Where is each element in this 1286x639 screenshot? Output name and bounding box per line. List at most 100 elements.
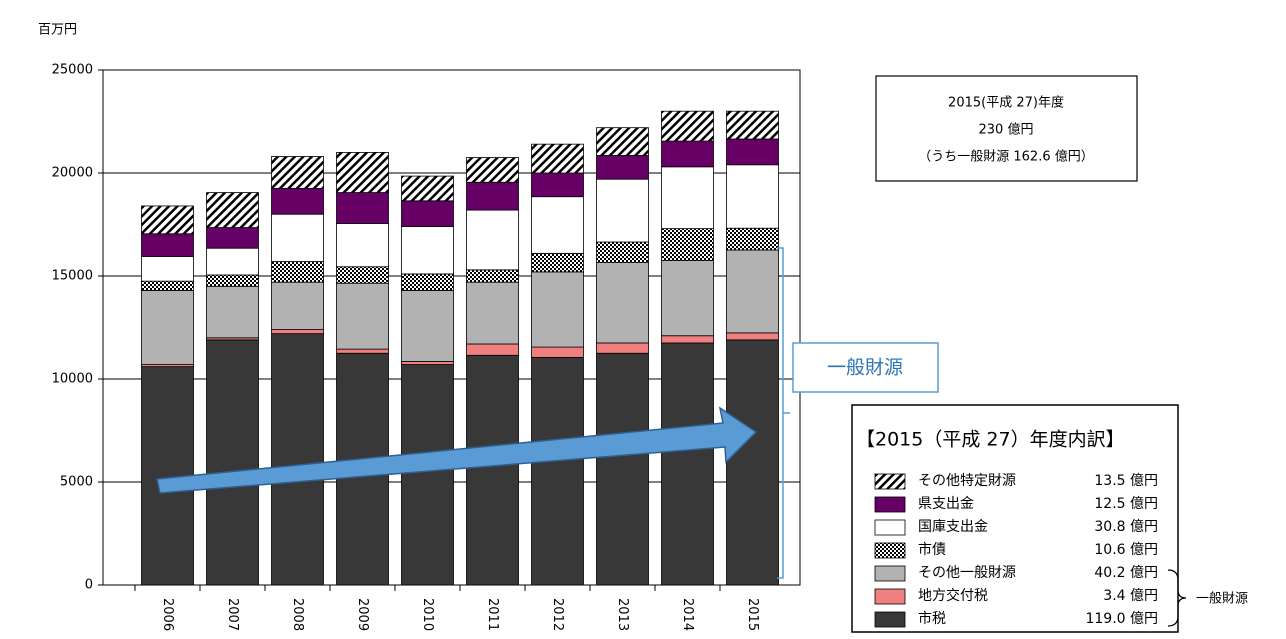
x-tick-label: 2014 (680, 598, 695, 631)
trend-arrow (156, 406, 758, 494)
bar-segment (141, 290, 194, 365)
bar-segment (336, 348, 389, 354)
legend-box (851, 404, 1179, 633)
bar-segment (336, 192, 389, 224)
bar-segment (726, 164, 779, 229)
legend-amount: 30.8 億円 (1094, 519, 1158, 535)
legend-swatch (874, 565, 906, 582)
bar-segment (531, 143, 584, 174)
bar-segment (401, 175, 454, 202)
y-unit: 百万円 (38, 23, 77, 38)
x-tick-label: 2015 (745, 598, 760, 631)
legend-label: 市債 (918, 541, 946, 558)
y-tick-label: 15000 (52, 269, 93, 284)
bracket (777, 247, 790, 579)
x-tick-label: 2013 (615, 598, 630, 631)
bar-segment (466, 281, 519, 345)
bar-segment (336, 223, 389, 268)
legend-swatch (874, 473, 906, 490)
legend-label: 市税 (918, 610, 946, 627)
legend-swatch (874, 588, 906, 605)
bar-segment (596, 342, 649, 354)
bar-segment (336, 266, 389, 284)
bar-segment (661, 335, 714, 344)
bar-segment (271, 333, 324, 586)
x-tick-label: 2010 (420, 598, 435, 631)
bar-segment (596, 241, 649, 264)
x-tick-label: 2006 (160, 598, 175, 631)
y-tick-label: 20000 (52, 166, 93, 181)
bar-segment (206, 227, 259, 249)
bar-segment (466, 354, 519, 586)
bar-segment (401, 273, 454, 291)
legend-amount: 119.0 億円 (1085, 611, 1158, 627)
bar-segment (206, 339, 259, 586)
bar-segment (271, 213, 324, 262)
bar-segment (141, 280, 194, 291)
bar-segment (661, 260, 714, 337)
bar-segment (661, 110, 714, 142)
bar-segment (661, 166, 714, 230)
x-tick-label: 2007 (225, 598, 240, 631)
bar-segment (466, 269, 519, 283)
bar-segment (661, 140, 714, 168)
summary-line: 230 億円 (979, 122, 1034, 138)
legend-amount: 40.2 億円 (1094, 565, 1158, 581)
bar-segment (726, 110, 779, 140)
bar-segment (531, 271, 584, 348)
x-tick-label: 2012 (550, 598, 565, 631)
legend-title: 【2015（平成 27）年度内訳】 (856, 429, 1125, 451)
callout: 一般財源 (827, 357, 903, 379)
y-tick-label: 25000 (52, 63, 93, 78)
legend-label: 地方交付税 (918, 587, 988, 604)
legend-swatch (874, 611, 906, 628)
legend-swatch (874, 542, 906, 559)
legend-swatch (874, 496, 906, 513)
bar-segment (271, 261, 324, 283)
legend-brace (1167, 569, 1187, 627)
bar-segment (271, 329, 324, 335)
plot: 0 5000 10000 15000 20000 25000 2006 2007 2008 200… (52, 63, 801, 631)
bar-segment (206, 247, 259, 276)
bar-segment (596, 127, 649, 156)
bar-segment (141, 256, 194, 282)
bar-segment (336, 282, 389, 350)
bar-segment (661, 228, 714, 261)
bar-segment (401, 290, 454, 362)
bar-segment (206, 274, 259, 287)
bar-segment (726, 227, 779, 251)
bar-segment (206, 285, 259, 339)
summary: 2015(平成 27)年度 230 億円 （うち一般財源 162.6 億円） (918, 95, 1093, 165)
legend-brace-label: 一般財源 (1196, 591, 1248, 607)
bar-segment (531, 196, 584, 254)
bar-segment (661, 342, 714, 586)
bar-segment (401, 226, 454, 275)
legend-swatch (874, 519, 906, 536)
bar-segment (596, 178, 649, 243)
legend-label: その他一般財源 (918, 565, 1016, 581)
y-tick-label: 5000 (60, 475, 93, 490)
bar-segment (401, 361, 454, 365)
bar-segment (466, 209, 519, 271)
y-tick-label: 10000 (52, 372, 93, 387)
bar-segment (726, 138, 779, 166)
summary-box (875, 75, 1138, 182)
bar-segment (726, 332, 779, 341)
x-tick-label: 2011 (485, 598, 500, 631)
legend-amount: 3.4 億円 (1103, 588, 1158, 604)
bar-segment (466, 181, 519, 211)
legend-label: その他特定財源 (918, 473, 1016, 489)
legend-label: 県支出金 (918, 496, 974, 512)
bar-segment (336, 151, 389, 193)
bar-segment (271, 281, 324, 330)
bar-segment (401, 364, 454, 586)
legend-label: 国庫支出金 (918, 518, 988, 535)
x-tick-label: 2008 (290, 598, 305, 631)
legend-amount: 13.5 億円 (1094, 473, 1158, 489)
legend-amount: 12.5 億円 (1094, 496, 1158, 512)
bar-segment (531, 252, 584, 273)
bar-segment (531, 172, 584, 198)
y-tick-label: 0 (85, 578, 93, 593)
bar-segment (271, 156, 324, 189)
